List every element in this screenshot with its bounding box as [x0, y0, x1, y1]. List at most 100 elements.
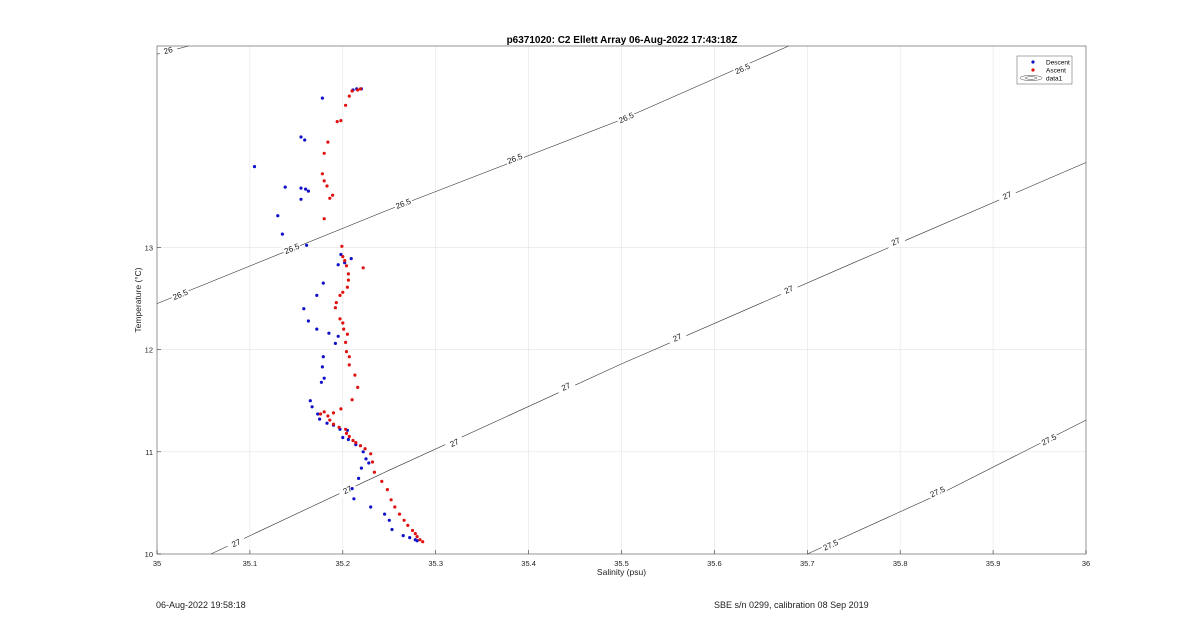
- y-tick-label: 10: [145, 550, 153, 559]
- ascent-point: [342, 327, 346, 331]
- descent-point: [315, 327, 319, 331]
- contour-label-text: 26: [163, 45, 174, 56]
- ascent-point: [421, 540, 425, 544]
- ascent-point: [322, 151, 326, 155]
- contour-label-bg: [666, 329, 688, 346]
- contour-line: [210, 162, 1087, 555]
- descent-point: [299, 186, 303, 190]
- descent-point: [336, 263, 340, 267]
- x-tick-label: 35: [153, 559, 161, 568]
- descent-point: [369, 505, 373, 509]
- contour-label: 27: [225, 534, 247, 552]
- legend-ascent-label: Ascent: [1046, 68, 1066, 75]
- contour-label-bg: [732, 60, 753, 77]
- descent-point: [302, 307, 306, 311]
- contour-label-bg: [885, 233, 906, 250]
- descent-point: [308, 399, 312, 403]
- contour-label: 27: [996, 187, 1018, 204]
- contour-label-bg: [281, 240, 302, 257]
- ascent-point: [347, 363, 351, 367]
- contour-label: 27: [555, 378, 577, 395]
- descent-point: [310, 405, 314, 409]
- contour-label-text: 27: [342, 484, 354, 496]
- contour-label: 26.5: [732, 60, 753, 77]
- contour-label-text: 27: [230, 537, 242, 549]
- ascent-point: [341, 255, 345, 259]
- contour-label-text: 27: [560, 381, 572, 393]
- ascent-point: [347, 355, 351, 359]
- ascent-point: [337, 425, 341, 429]
- contour-label-text: 27: [449, 437, 461, 449]
- descent-point: [321, 281, 325, 285]
- chart-title: p6371020: C2 Ellett Array 06-Aug-2022 17…: [507, 35, 738, 46]
- descent-point: [319, 380, 323, 384]
- descent-point: [305, 243, 309, 247]
- ascent-point: [345, 285, 349, 289]
- ascent-point: [328, 418, 332, 422]
- contour-label-text: 27: [783, 284, 795, 296]
- ascent-point: [346, 272, 350, 276]
- descent-point: [303, 138, 307, 142]
- data-points: [252, 87, 425, 544]
- ascent-point: [350, 89, 354, 93]
- contour-label: 27: [885, 233, 906, 250]
- ascent-point: [410, 528, 415, 533]
- ascent-point: [385, 488, 389, 492]
- ascent-point: [339, 407, 343, 411]
- contour-label: 27.5: [927, 483, 948, 500]
- ascent-point: [328, 196, 332, 200]
- contour-label-text: 27: [1001, 190, 1013, 202]
- descent-point: [357, 476, 361, 480]
- x-tick-label: 35.4: [521, 559, 536, 568]
- ascent-point: [331, 411, 336, 415]
- contour-label-bg: [778, 281, 799, 298]
- ascent-point: [326, 414, 330, 418]
- descent-point: [346, 437, 350, 442]
- ascent-point: [369, 452, 373, 456]
- x-axis-label: Salinity (psu): [597, 567, 646, 577]
- contour-label: 27.5: [820, 536, 841, 554]
- descent-point: [316, 412, 320, 416]
- descent-point: [315, 293, 319, 297]
- ascent-point: [393, 505, 397, 509]
- descent-point: [339, 252, 343, 257]
- legend-ascent-marker: [1031, 68, 1035, 72]
- contour-label-bg: [1038, 430, 1060, 449]
- ascent-point: [413, 532, 417, 536]
- ascent-point: [322, 179, 326, 183]
- ascent-point: [370, 460, 375, 464]
- legend[interactable]: Descent Ascent data1: [1016, 55, 1073, 85]
- grid: [157, 46, 1086, 554]
- contour-label-bg: [393, 195, 414, 212]
- ascent-point: [347, 94, 351, 98]
- descent-point: [320, 96, 324, 100]
- descent-point: [367, 461, 371, 465]
- contour-label-bg: [996, 187, 1018, 204]
- contour-label-bg: [337, 481, 358, 498]
- descent-point: [336, 334, 340, 338]
- ascent-point: [363, 447, 367, 451]
- ascent-point: [361, 266, 365, 270]
- descent-point: [306, 319, 310, 323]
- ascent-point: [343, 259, 347, 263]
- ascent-point: [318, 412, 323, 416]
- contour-label-bg: [158, 43, 179, 58]
- ascent-point: [325, 184, 329, 188]
- descent-point: [299, 197, 303, 201]
- descent-point: [325, 421, 329, 425]
- x-tick-label: 35.7: [800, 559, 815, 568]
- contour-label-bg: [169, 286, 191, 303]
- descent-point: [401, 534, 405, 538]
- ascent-point: [341, 290, 345, 294]
- contour-label: 27: [337, 481, 358, 498]
- ascent-point: [322, 410, 326, 414]
- contour-label-text: 27: [672, 332, 684, 344]
- descent-point: [352, 497, 356, 501]
- ascent-point: [356, 385, 360, 389]
- ascent-point: [322, 217, 326, 221]
- contour-label: 26: [158, 43, 179, 58]
- ascent-point: [356, 88, 360, 92]
- x-tick-label: 35.3: [428, 559, 443, 568]
- contour-label-bg: [225, 534, 247, 552]
- contour-label: 26.5: [615, 109, 637, 126]
